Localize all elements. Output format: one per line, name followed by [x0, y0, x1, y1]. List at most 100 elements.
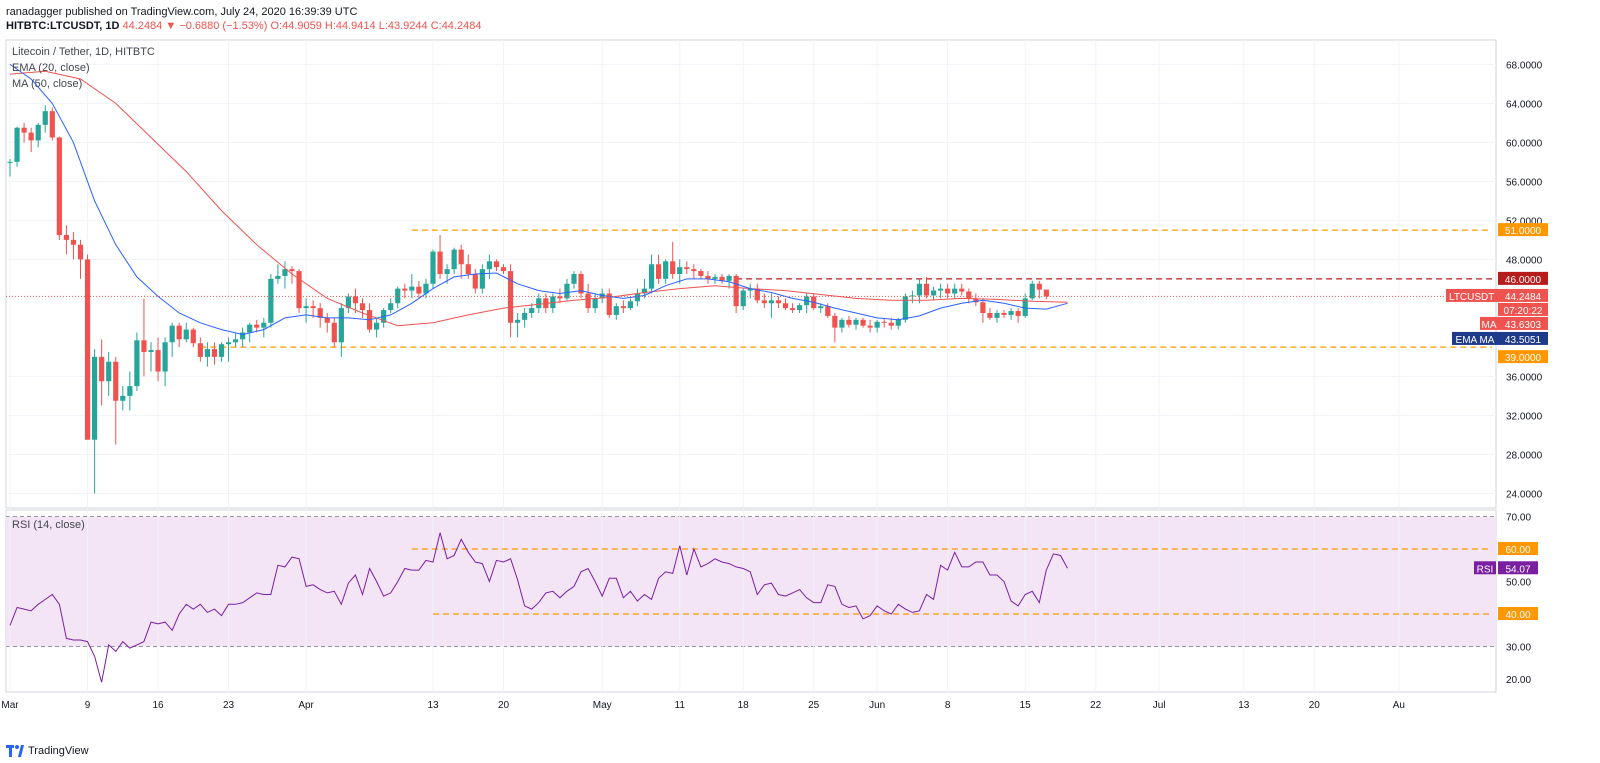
candle-body [987, 313, 993, 318]
candle-body [275, 275, 281, 279]
price-pane [5, 39, 1497, 509]
candle-body [648, 264, 655, 289]
price-tag-46: 46.0000 [1505, 275, 1542, 286]
candle-body [127, 386, 133, 396]
countdown-tag: 07:20:22 [1504, 306, 1543, 317]
symbol-tag-bg [1446, 288, 1498, 302]
candle-body [409, 286, 415, 291]
candle-body [930, 290, 937, 296]
candle-body [902, 296, 908, 320]
candle-body [479, 269, 485, 289]
candle-body [585, 293, 591, 309]
candle-body [254, 324, 260, 328]
candle-body [832, 315, 838, 328]
rsi-y-tick-label: 20.00 [1506, 675, 1531, 686]
ma-legend[interactable]: MA (50, close) [12, 78, 83, 90]
candle-body [564, 283, 570, 299]
candle-body [451, 249, 457, 270]
candle-body [529, 308, 535, 313]
candle-body [430, 251, 436, 284]
candle-body [966, 291, 972, 299]
candle-body [134, 340, 140, 387]
candle-body [740, 290, 746, 307]
candle-body [458, 249, 464, 265]
candle-body [945, 288, 951, 294]
candle-body [395, 288, 401, 304]
candle-body [775, 300, 782, 304]
candle-body [663, 261, 669, 279]
candle-body [627, 301, 633, 309]
candle-body [761, 300, 767, 304]
ma-value-tag-bg [1498, 316, 1548, 330]
symbol: HITBTC:LTCUSDT, 1D [6, 20, 120, 32]
candle-body [42, 111, 48, 125]
candle-body [613, 306, 619, 315]
symbol-ohlc-line: HITBTC:LTCUSDT, 1D 44.2484 ▼ −0.6880 (−1… [6, 19, 481, 33]
candle-body [578, 274, 584, 294]
x-tick-label: Mar [1, 700, 19, 711]
candle-body [705, 275, 711, 279]
candle-body [352, 296, 359, 304]
x-tick-label: 20 [498, 700, 510, 711]
x-tick-label: 13 [427, 700, 439, 711]
candle-body [92, 356, 98, 440]
candle-body [1022, 298, 1028, 316]
last-price-tag: 44.2484 [1505, 292, 1542, 303]
x-tick-label: Jun [869, 700, 885, 711]
candle-body [120, 395, 126, 401]
ma-name-tag-bg [1480, 316, 1498, 330]
rsi-legend[interactable]: RSI (14, close) [12, 519, 85, 531]
candle-body [21, 127, 27, 133]
candle-body [768, 300, 774, 304]
candle-body [825, 306, 831, 316]
candle-body [493, 261, 500, 268]
candle-body [472, 274, 478, 289]
publish-info: ranadagger published on TradingView.com,… [6, 6, 358, 18]
candle-body [106, 361, 112, 382]
x-tick-label: Au [1393, 700, 1405, 711]
last-price-tag-bg [1498, 288, 1548, 302]
candle-body [77, 244, 84, 260]
ohlc-values: O:44.9059 H:44.9414 L:43.9244 C:44.2484 [270, 20, 482, 32]
y-tick-label: 52.0000 [1506, 216, 1543, 227]
candle-body [557, 296, 563, 299]
ema-value-tag-bg [1498, 331, 1548, 345]
candle-body [324, 317, 330, 323]
x-tick-label: 13 [1238, 700, 1250, 711]
x-tick-label: May [593, 700, 612, 711]
candle-body [754, 288, 760, 301]
rsi-line [9, 532, 1068, 683]
price-tag-51: 51.0000 [1505, 226, 1542, 237]
x-tick-label: 25 [808, 700, 820, 711]
candle-body [712, 276, 718, 279]
candle-body [536, 298, 542, 309]
ema-name-tag: EMA MA [1456, 335, 1495, 346]
candle-body [240, 332, 246, 340]
ma-name-tag: MA [1482, 320, 1497, 331]
candle-body [197, 343, 203, 357]
candle-body [782, 303, 789, 309]
ema-legend[interactable]: EMA (20, close) [12, 62, 90, 74]
candle-body [374, 322, 380, 330]
candle-body [345, 296, 351, 309]
candle-body [1036, 283, 1042, 290]
x-tick-label: 20 [1309, 700, 1321, 711]
footer: TradingView [6, 745, 89, 757]
candle-body [592, 298, 598, 309]
symbol-tag: LTCUSDT [1449, 292, 1494, 303]
candle-body [190, 329, 196, 344]
rsi-y-tick-label: 50.00 [1506, 578, 1531, 589]
candle-body [423, 283, 429, 294]
candle-body [268, 278, 274, 323]
candle-body [733, 275, 739, 307]
y-tick-label: 60.0000 [1506, 138, 1543, 149]
rsi-tag-40: 40.00 [1505, 610, 1530, 621]
rsi-tag-60: 60.00 [1505, 545, 1530, 556]
ema-name-tag-bg [1452, 331, 1498, 345]
candle-body [571, 274, 577, 284]
y-tick-label: 56.0000 [1506, 177, 1543, 188]
candle-body [56, 137, 62, 235]
x-tick-label: Jul [1153, 700, 1166, 711]
price-tag-51-bg [1498, 223, 1548, 237]
y-tick-label: 28.0000 [1506, 450, 1543, 461]
